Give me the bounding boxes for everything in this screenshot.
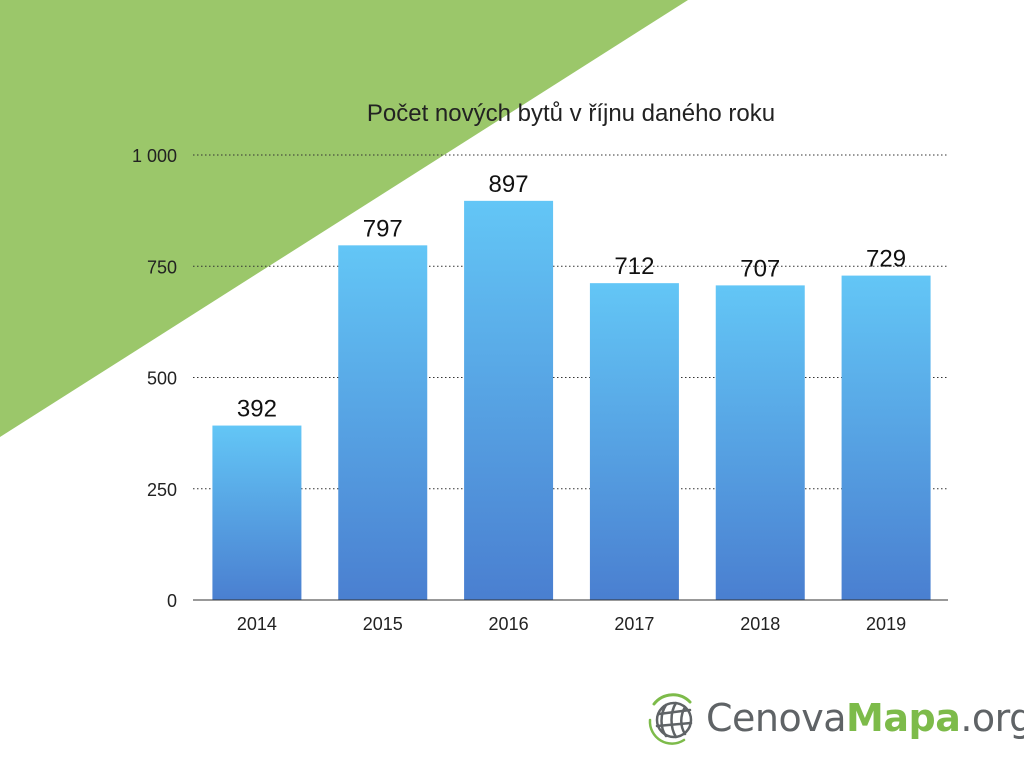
data-label-2015: 797 — [363, 215, 403, 242]
logo: CenovaMapa.org — [644, 686, 1024, 750]
logo-text-cenova: Cenova — [706, 696, 847, 740]
y-axis-ticks: 0 250 500 750 1 000 — [132, 146, 177, 611]
accent-triangle — [0, 0, 688, 437]
y-tick-label: 500 — [147, 369, 177, 389]
globe-icon — [648, 693, 693, 745]
y-tick-label: 750 — [147, 257, 177, 277]
data-label-2018: 707 — [740, 255, 780, 282]
x-tick-label-2014: 2014 — [237, 614, 277, 634]
x-tick-label-2019: 2019 — [866, 614, 906, 634]
data-label-2014: 392 — [237, 396, 277, 423]
bar-2018 — [715, 285, 805, 600]
logo-text-org: .org — [960, 696, 1024, 740]
x-tick-label-2015: 2015 — [363, 614, 403, 634]
logo-text-mapa: Mapa — [846, 696, 961, 740]
chart-title: Počet nových bytů v říjnu daného roku — [367, 100, 775, 127]
x-tick-label-2017: 2017 — [614, 614, 654, 634]
y-tick-label: 0 — [167, 591, 177, 611]
bar-2015 — [338, 245, 428, 600]
data-labels: 392 797 897 712 707 729 — [237, 171, 906, 423]
x-tick-label-2016: 2016 — [489, 614, 529, 634]
data-label-2019: 729 — [866, 246, 906, 273]
bar-2014 — [212, 425, 302, 600]
bar-2019 — [841, 275, 931, 600]
bars — [212, 200, 931, 600]
y-tick-label: 1 000 — [132, 146, 177, 166]
bar-2017 — [589, 283, 679, 600]
gridlines — [193, 154, 948, 490]
y-tick-label: 250 — [147, 480, 177, 500]
x-axis-ticks: 2014 2015 2016 2017 2018 2019 — [237, 614, 906, 634]
bar-2016 — [464, 200, 554, 600]
logo-text: CenovaMapa.org — [706, 696, 1024, 740]
x-tick-label-2018: 2018 — [740, 614, 780, 634]
data-label-2016: 897 — [489, 171, 529, 198]
data-label-2017: 712 — [614, 253, 654, 280]
